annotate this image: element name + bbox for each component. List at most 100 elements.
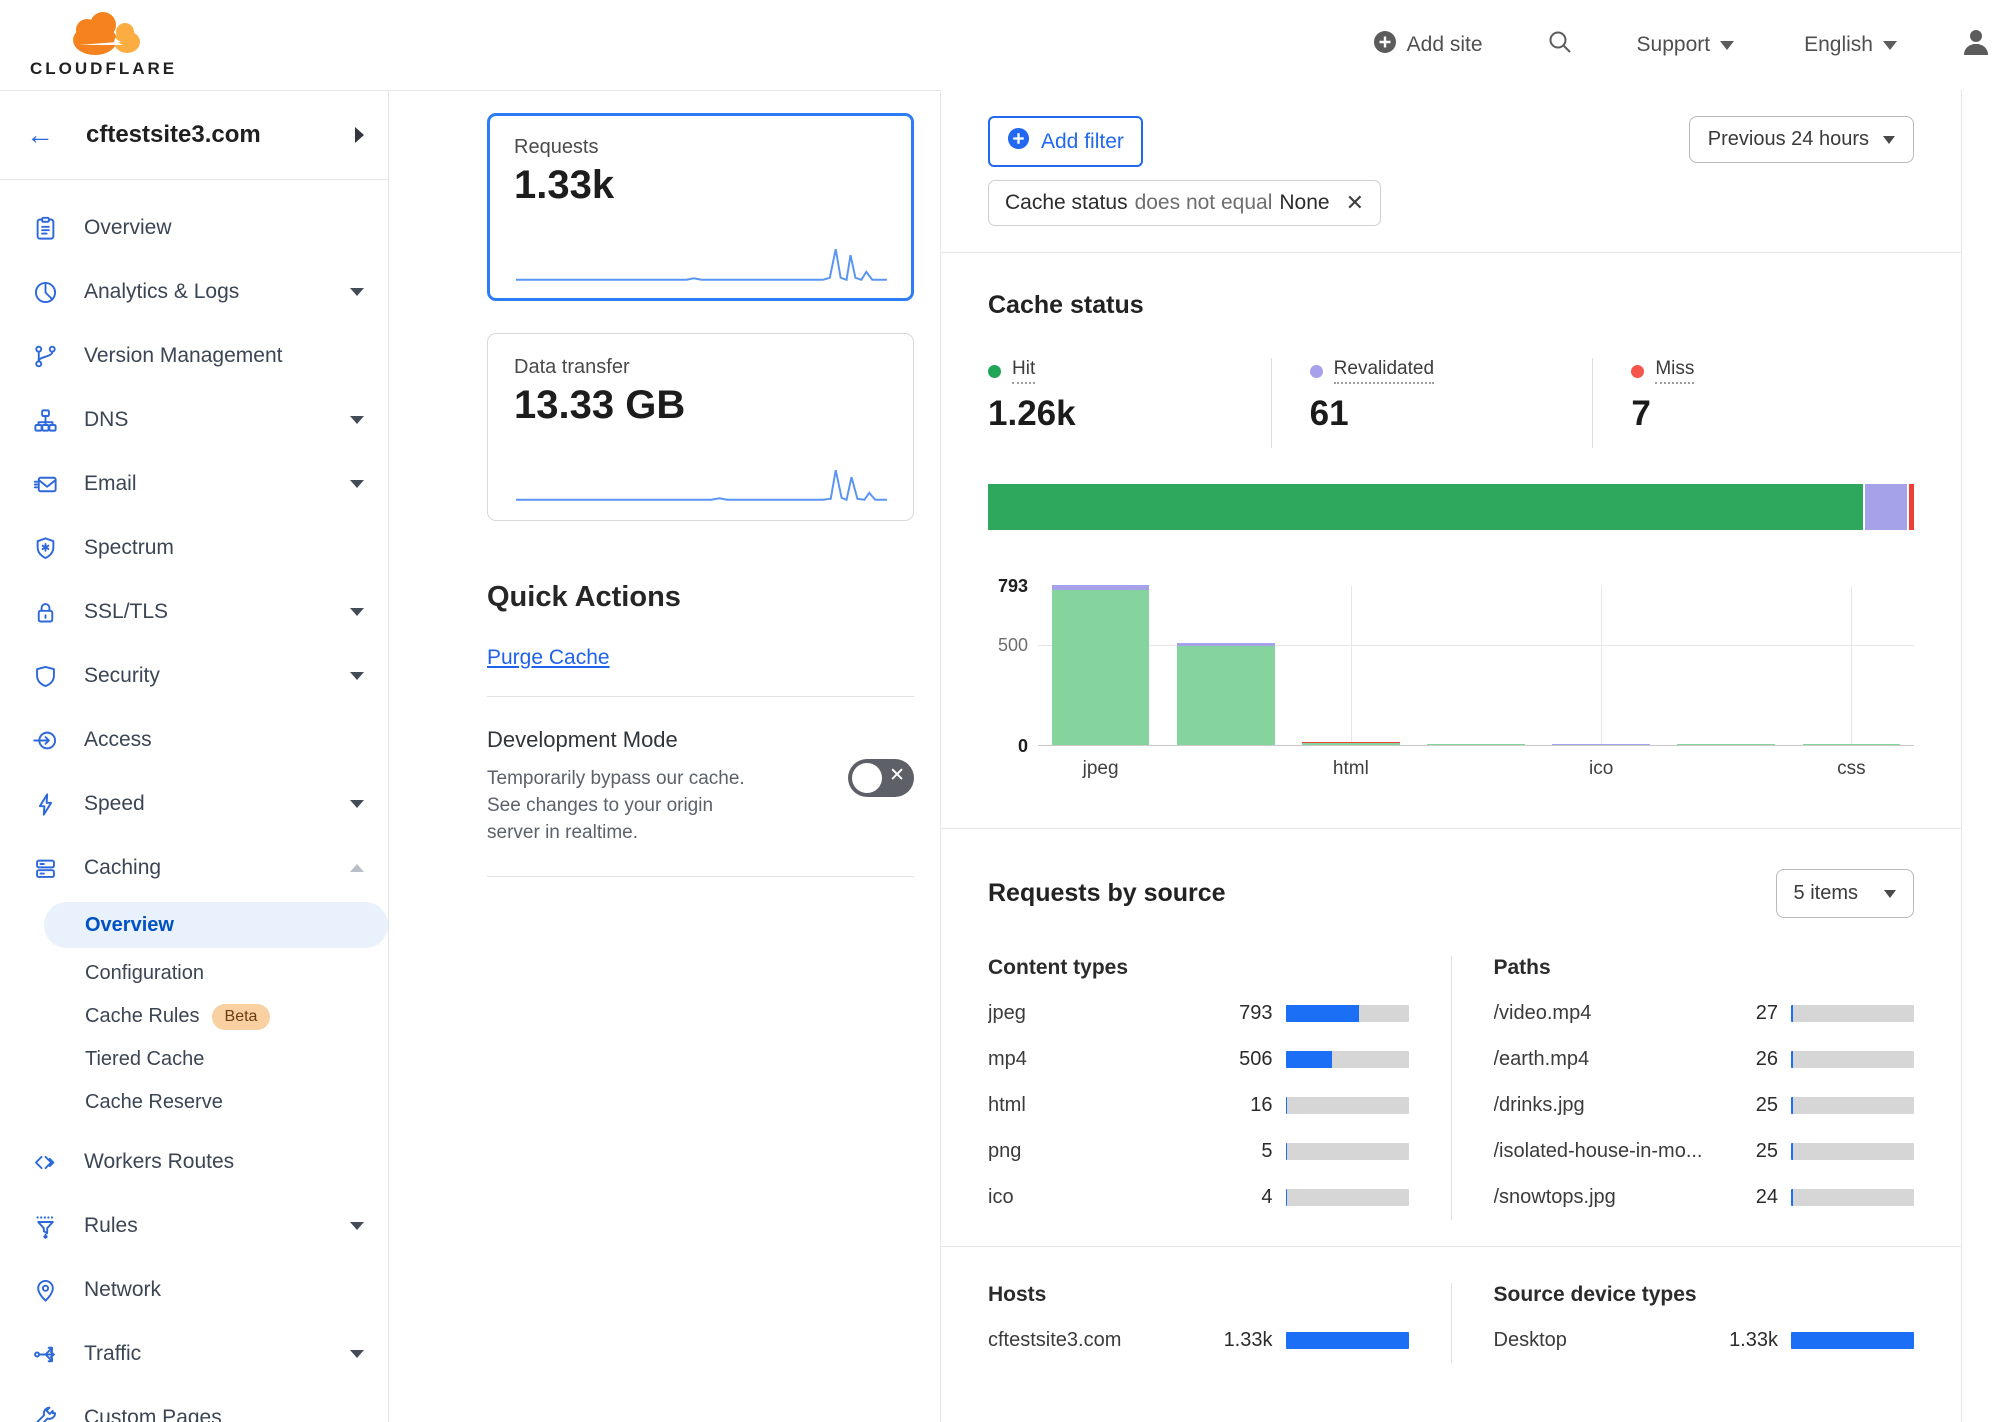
sidebar-subitem-overview[interactable]: Overview [44,902,388,948]
clipboard-icon [32,214,62,242]
table-row[interactable]: ico 4 [988,1174,1409,1220]
cloudflare-logo[interactable]: CLOUDFLARE [30,11,178,79]
sidebar-subitem-cache-reserve[interactable]: Cache Reserve [0,1081,388,1124]
row-value: 1.33k [1223,1328,1273,1351]
table-row[interactable]: /video.mp4 27 [1494,990,1914,1036]
requests-by-source-title: Requests by source [988,879,1226,907]
lock-icon [32,598,62,626]
stat-label[interactable]: Revalidated [1333,358,1435,384]
sidebar-subitem-label: Configuration [85,962,204,984]
cache-status-title: Cache status [988,291,1144,319]
table-row[interactable]: /snowtops.jpg 24 [1494,1174,1914,1220]
x-tick-label: css [1837,758,1866,779]
items-count-dropdown[interactable]: 5 items [1775,869,1914,918]
table-header: Content types [988,956,1129,979]
table-row[interactable]: jpeg 793 [988,990,1409,1036]
bar-segment-revalidated [1176,642,1275,647]
chevron-right-icon[interactable] [355,127,364,143]
sidebar-item-workers-routes[interactable]: Workers Routes [0,1130,388,1194]
sidebar-item-dns[interactable]: DNS [0,388,388,452]
requests-metric-card[interactable]: Requests 1.33k [487,113,914,301]
traffic-split-icon [32,1340,62,1368]
table-row[interactable]: mp4 506 [988,1036,1409,1082]
row-value: 506 [1239,1047,1273,1070]
revalidated-dot-icon [1309,364,1323,378]
chevron-down-icon [350,480,364,488]
sidebar-item-version-management[interactable]: Version Management [0,324,388,388]
row-label: mp4 [988,1047,1027,1070]
row-bar [1285,1096,1409,1114]
dev-mode-toggle[interactable]: ✕ [848,759,914,797]
row-value: 26 [1755,1047,1778,1070]
sidebar-item-email[interactable]: Email [0,452,388,516]
divider [487,696,914,697]
purge-cache-link[interactable]: Purge Cache [487,646,610,669]
wrench-icon [32,1404,62,1422]
development-mode-block: Development Mode Temporarily bypass our … [487,727,914,877]
chevron-down-icon [1883,40,1897,50]
cache-status-stacked-bar [988,484,1914,530]
requests-sparkline [515,248,888,282]
dev-mode-title: Development Mode [487,727,678,752]
sidebar-subitem-tiered-cache[interactable]: Tiered Cache [0,1038,388,1081]
table-row[interactable]: cftestsite3.com 1.33k [988,1317,1409,1363]
sidebar-item-access[interactable]: Access [0,708,388,772]
stat-label[interactable]: Miss [1655,358,1695,384]
sidebar-item-speed[interactable]: Speed [0,772,388,836]
chevron-down-icon [350,1222,364,1230]
sidebar-item-label: Speed [84,792,145,815]
table-row[interactable]: html 16 [988,1082,1409,1128]
sidebar-subitem-label: Cache Rules [85,1005,200,1027]
row-label: /drinks.jpg [1493,1093,1585,1116]
sidebar-subitem-label: Tiered Cache [85,1048,205,1070]
time-range-dropdown[interactable]: Previous 24 hours [1688,116,1914,163]
sidebar-item-network[interactable]: Network [0,1258,388,1322]
stat-label[interactable]: Hit [1012,358,1036,384]
sidebar-item-ssl-tls[interactable]: SSL/TLS [0,580,388,644]
cloudflare-cloud-icon [65,11,143,61]
sidebar-item-label: Analytics & Logs [84,280,240,303]
table-row[interactable]: /drinks.jpg 25 [1493,1082,1914,1128]
remove-filter-icon[interactable]: ✕ [1345,190,1365,215]
summary-column: Requests 1.33k Data transfer 13.33 GB Qu… [389,90,940,1422]
search-icon[interactable] [1547,29,1573,61]
sidebar-item-analytics-logs[interactable]: Analytics & Logs [0,260,388,324]
shield-icon [32,662,62,690]
table-row[interactable]: /earth.mp4 26 [1494,1036,1914,1082]
table-row[interactable]: /isolated-house-in-mo... 25 [1493,1128,1914,1174]
chevron-down-icon [1720,40,1735,50]
data-transfer-metric-card[interactable]: Data transfer 13.33 GB [487,333,914,521]
sidebar-item-security[interactable]: Security [0,644,388,708]
top-header: CLOUDFLARE Add site Support English [0,0,1999,90]
stackbar-segment-revalidated [1864,484,1908,530]
table-row[interactable]: Desktop 1.33k [1494,1317,1914,1363]
stat-revalidated: Revalidated 61 [1270,358,1593,448]
quick-actions-title: Quick Actions [487,581,681,613]
sidebar-item-custom-pages[interactable]: Custom Pages [0,1386,388,1422]
sidebar-subitem-configuration[interactable]: Configuration [0,952,388,995]
row-label: cftestsite3.com [988,1328,1122,1351]
add-site-button[interactable]: Add site [1367,29,1489,61]
data-transfer-label: Data transfer [514,356,630,378]
table-header: Hosts [988,1283,1047,1306]
logo-wordmark: CLOUDFLARE [30,58,178,78]
chevron-up-icon [350,864,364,872]
sidebar-item-spectrum[interactable]: Spectrum [0,516,388,580]
back-arrow-icon[interactable]: ← [26,119,54,150]
row-label: /isolated-house-in-mo... [1493,1139,1703,1162]
sidebar-item-overview[interactable]: Overview [0,196,388,260]
sidebar-item-caching[interactable]: Caching [0,836,388,900]
gridline [1350,586,1352,745]
sidebar-subitem-label: Cache Reserve [85,1091,223,1113]
add-filter-button[interactable]: Add filter [988,116,1143,167]
row-value: 25 [1755,1093,1778,1116]
user-avatar-icon[interactable] [1961,27,1991,63]
sidebar-subitem-cache-rules[interactable]: Cache Rules Beta [0,995,388,1038]
table-hosts: Hosts cftestsite3.com 1.33k [941,1283,1451,1363]
table-row[interactable]: png 5 [988,1128,1409,1174]
sidebar-item-traffic[interactable]: Traffic [0,1322,388,1386]
sidebar-item-rules[interactable]: Rules [0,1194,388,1258]
support-menu[interactable]: Support [1631,32,1741,58]
language-menu[interactable]: English [1798,32,1903,58]
hierarchy-icon [32,406,62,434]
